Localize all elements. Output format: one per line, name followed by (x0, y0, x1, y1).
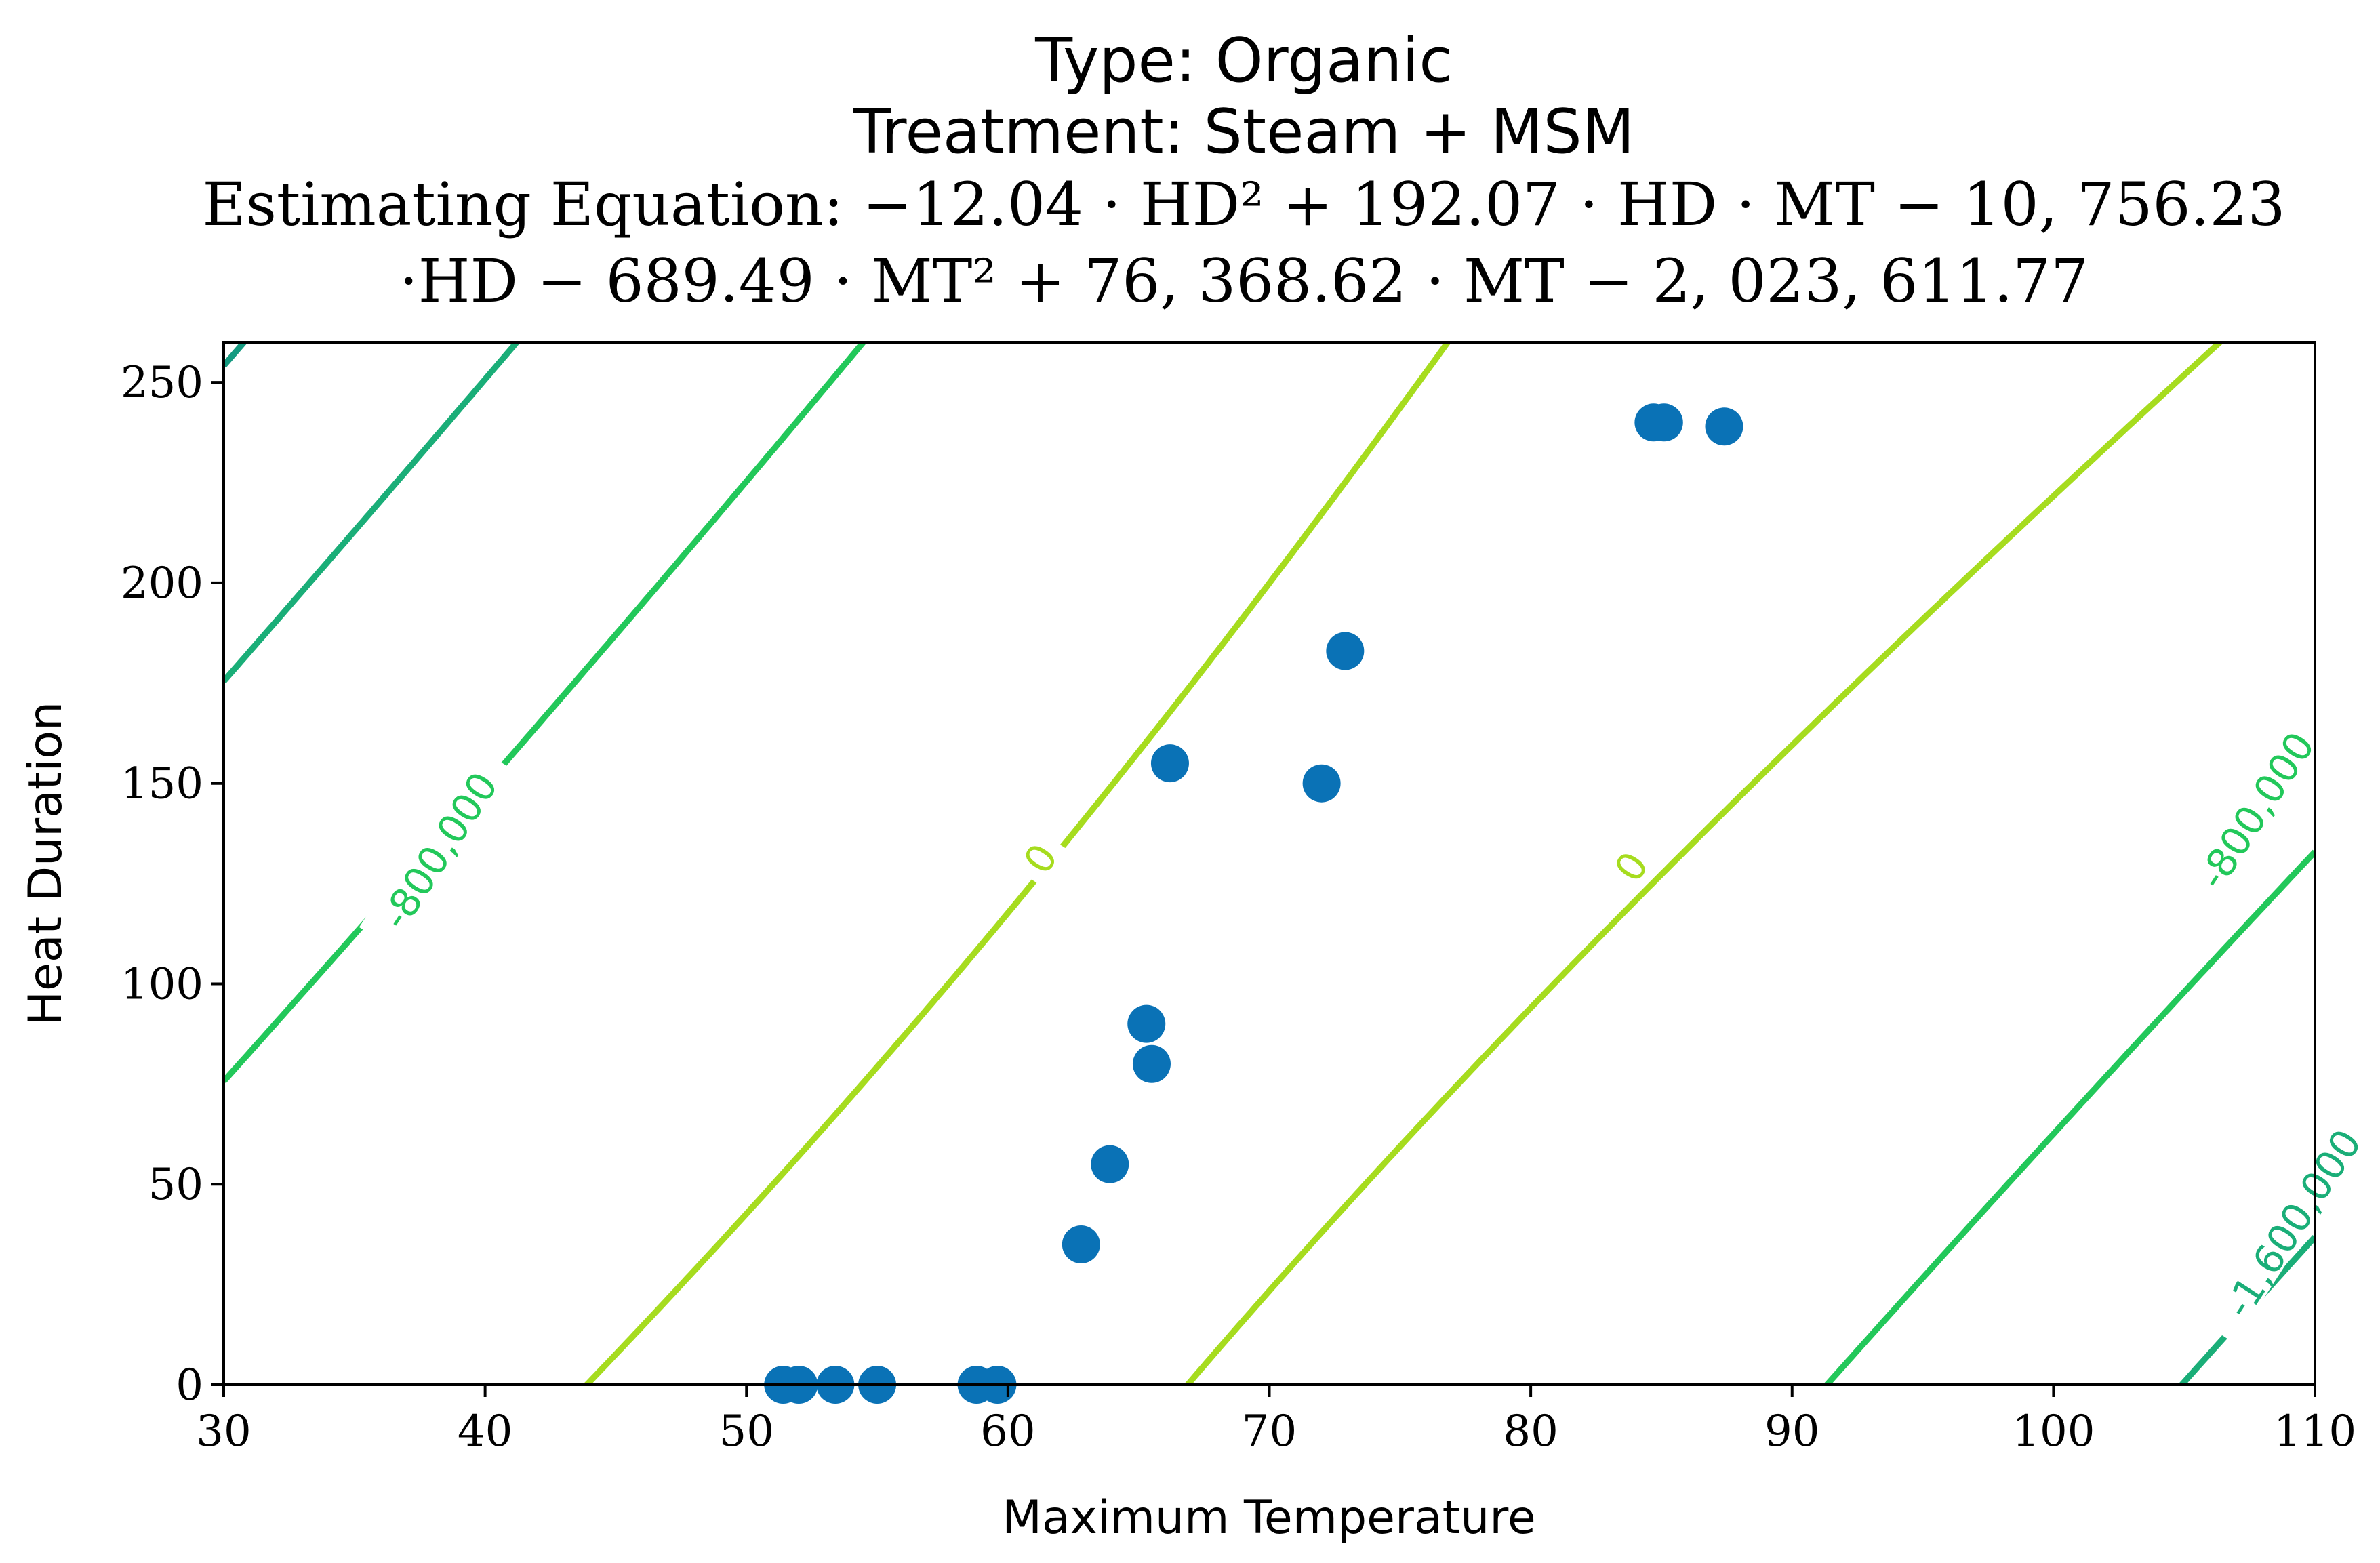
contour-label-knockout (2176, 706, 2329, 910)
data-point (1645, 403, 1683, 442)
y-tick-label: 0 (176, 1360, 203, 1410)
data-point (1127, 1004, 1166, 1043)
x-tick-label: 80 (1503, 1406, 1558, 1457)
contour-line (582, 342, 1452, 1385)
x-tick-label: 100 (2012, 1406, 2095, 1457)
contour-labels: -800,000 0 0 -800,000 -1,600,000 (359, 706, 2379, 1343)
x-tick-label: 90 (1764, 1406, 1819, 1457)
x-tick-label: 70 (1242, 1406, 1297, 1457)
x-tick-label: 60 (980, 1406, 1035, 1457)
y-tick-label: 50 (148, 1160, 203, 1210)
contour-label-knockout (1597, 834, 1657, 895)
data-point (1705, 407, 1743, 446)
x-tick-label: 50 (719, 1406, 774, 1457)
x-tick-label: 30 (196, 1406, 251, 1457)
x-tick-label: 40 (458, 1406, 512, 1457)
contour-line (1822, 849, 2315, 1385)
contour-label-text: -1,600,000 (2215, 1121, 2371, 1326)
contour-label: 0 (1597, 834, 1657, 895)
contour-label-text: -800,000 (372, 764, 507, 937)
chart-title-line-1: Type: Organic (1034, 25, 1453, 96)
contour-line (1183, 342, 2225, 1385)
contour-label-knockout (1007, 826, 1067, 887)
data-point (1091, 1145, 1129, 1183)
data-point (1132, 1044, 1171, 1083)
data-point (1326, 632, 1365, 670)
scatter-points (764, 403, 1743, 1404)
plot-frame (222, 341, 2316, 1386)
chart-title-line-2: Treatment: Steam + MSM (853, 96, 1635, 167)
contour-line (224, 342, 521, 684)
chart-title-line-3: Estimating Equation: −12.04 · HD² + 192.… (203, 169, 2286, 239)
y-tick-label: 150 (121, 759, 203, 809)
data-point (1302, 764, 1341, 803)
y-tick-label: 200 (121, 559, 203, 609)
contour-label-text: -800,000 (2189, 724, 2324, 897)
data-point (1150, 744, 1189, 783)
y-axis-label: Heat Duration (19, 702, 73, 1026)
y-tick-label: 100 (121, 959, 203, 1009)
contour-label-knockout (2199, 1099, 2379, 1343)
axis-ticks: 30 40 50 60 70 80 90 100 110 0 50 100 150 200 250 (121, 358, 2356, 1457)
x-axis-label: Maximum Temperature (1002, 1491, 1535, 1545)
contour-label-knockout (359, 746, 512, 950)
chart-title-line-4: ·HD − 689.49 · MT² + 76, 368.62 · MT − 2… (399, 246, 2089, 316)
contour-label: -800,000 (359, 746, 512, 950)
contour-label: 0 (1007, 826, 1067, 887)
contour-label: -800,000 (2176, 706, 2329, 910)
contour-label: -1,600,000 (2199, 1099, 2379, 1343)
x-tick-label: 110 (2274, 1406, 2356, 1457)
contour-line (224, 342, 868, 1084)
data-point (1062, 1225, 1100, 1263)
y-tick-label: 250 (121, 358, 203, 408)
contour-lines (224, 342, 2315, 1385)
